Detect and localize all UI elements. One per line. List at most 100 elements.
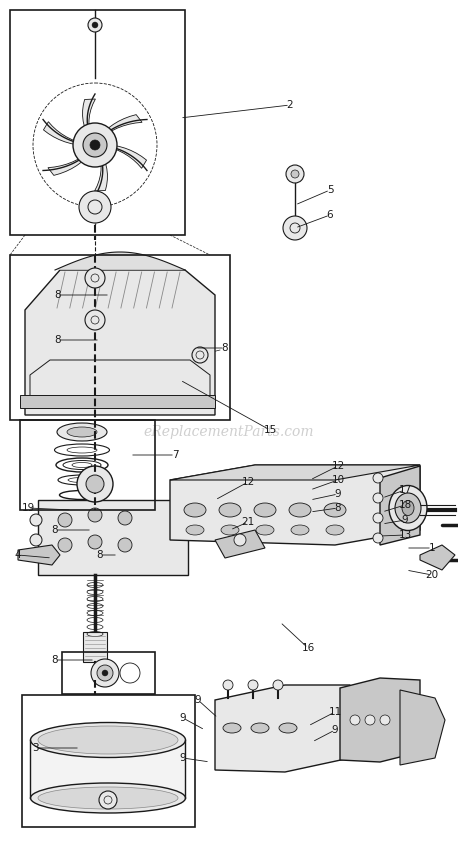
Bar (62, 652, 155, 694)
Ellipse shape (326, 525, 344, 535)
Polygon shape (48, 153, 89, 175)
Text: 3: 3 (32, 743, 38, 753)
Polygon shape (25, 270, 215, 415)
Circle shape (373, 533, 383, 543)
Text: 9: 9 (402, 515, 409, 525)
Bar (10, 255, 230, 420)
Text: 9: 9 (180, 713, 186, 723)
Ellipse shape (256, 525, 274, 535)
Text: 21: 21 (241, 517, 255, 527)
Circle shape (88, 18, 102, 32)
Ellipse shape (289, 503, 311, 517)
Polygon shape (107, 144, 147, 168)
Ellipse shape (67, 427, 97, 437)
Text: 8: 8 (55, 335, 61, 345)
Text: 8: 8 (52, 525, 58, 535)
Text: 9: 9 (332, 725, 338, 735)
Ellipse shape (38, 787, 178, 809)
Ellipse shape (251, 723, 269, 733)
Ellipse shape (219, 503, 241, 517)
Circle shape (118, 538, 132, 552)
Circle shape (85, 268, 105, 288)
Ellipse shape (38, 726, 178, 754)
Text: 15: 15 (263, 425, 277, 435)
Text: 13: 13 (398, 530, 412, 540)
Text: eReplacementParts.com: eReplacementParts.com (144, 425, 314, 439)
Circle shape (86, 475, 104, 493)
Circle shape (99, 791, 117, 809)
Ellipse shape (31, 783, 185, 813)
Ellipse shape (223, 723, 241, 733)
Ellipse shape (402, 501, 414, 515)
Circle shape (79, 191, 111, 223)
Bar (38, 500, 188, 575)
Text: 4: 4 (15, 550, 22, 560)
Circle shape (58, 538, 72, 552)
Polygon shape (340, 678, 420, 762)
Bar (20, 420, 155, 510)
Circle shape (102, 670, 108, 676)
Circle shape (192, 347, 208, 363)
Circle shape (350, 715, 360, 725)
Circle shape (283, 216, 307, 240)
Circle shape (83, 133, 107, 157)
Polygon shape (215, 685, 350, 772)
Polygon shape (44, 122, 83, 145)
Circle shape (373, 493, 383, 503)
Circle shape (291, 170, 299, 178)
Polygon shape (380, 466, 420, 545)
Circle shape (90, 140, 100, 150)
Text: 19: 19 (22, 503, 35, 513)
Text: 2: 2 (287, 100, 293, 110)
Text: 12: 12 (332, 461, 344, 471)
Polygon shape (18, 545, 60, 565)
Circle shape (85, 310, 105, 330)
Ellipse shape (186, 525, 204, 535)
Ellipse shape (279, 723, 297, 733)
Ellipse shape (389, 485, 427, 530)
Ellipse shape (221, 525, 239, 535)
Text: 16: 16 (301, 643, 315, 653)
Text: 8: 8 (55, 290, 61, 300)
Circle shape (92, 22, 98, 28)
Text: 10: 10 (332, 475, 344, 485)
Circle shape (373, 513, 383, 523)
Polygon shape (82, 99, 95, 136)
Circle shape (91, 659, 119, 687)
Circle shape (273, 680, 283, 690)
Polygon shape (95, 154, 108, 191)
Text: 8: 8 (97, 550, 104, 560)
Text: 6: 6 (327, 210, 333, 220)
Circle shape (77, 466, 113, 502)
Polygon shape (215, 530, 265, 558)
Polygon shape (170, 465, 420, 545)
Polygon shape (400, 690, 445, 765)
Circle shape (97, 665, 113, 681)
Text: 8: 8 (335, 503, 341, 513)
Circle shape (365, 715, 375, 725)
Bar (22, 695, 195, 827)
Circle shape (118, 511, 132, 525)
Circle shape (88, 508, 102, 522)
Ellipse shape (254, 503, 276, 517)
Text: 7: 7 (172, 450, 178, 460)
Circle shape (73, 123, 117, 167)
Text: 8: 8 (52, 655, 58, 665)
Circle shape (30, 534, 42, 546)
Polygon shape (101, 115, 142, 137)
Polygon shape (170, 465, 420, 480)
Bar (83, 632, 107, 662)
Circle shape (30, 514, 42, 526)
Text: 12: 12 (241, 477, 255, 487)
Text: 5: 5 (327, 185, 333, 195)
Bar (10, 10, 185, 235)
Circle shape (373, 473, 383, 483)
Text: 11: 11 (328, 707, 342, 717)
Polygon shape (420, 545, 455, 570)
Ellipse shape (291, 525, 309, 535)
Circle shape (58, 513, 72, 527)
Ellipse shape (324, 503, 346, 517)
Text: 9: 9 (180, 753, 186, 763)
Circle shape (223, 680, 233, 690)
Circle shape (234, 534, 246, 546)
